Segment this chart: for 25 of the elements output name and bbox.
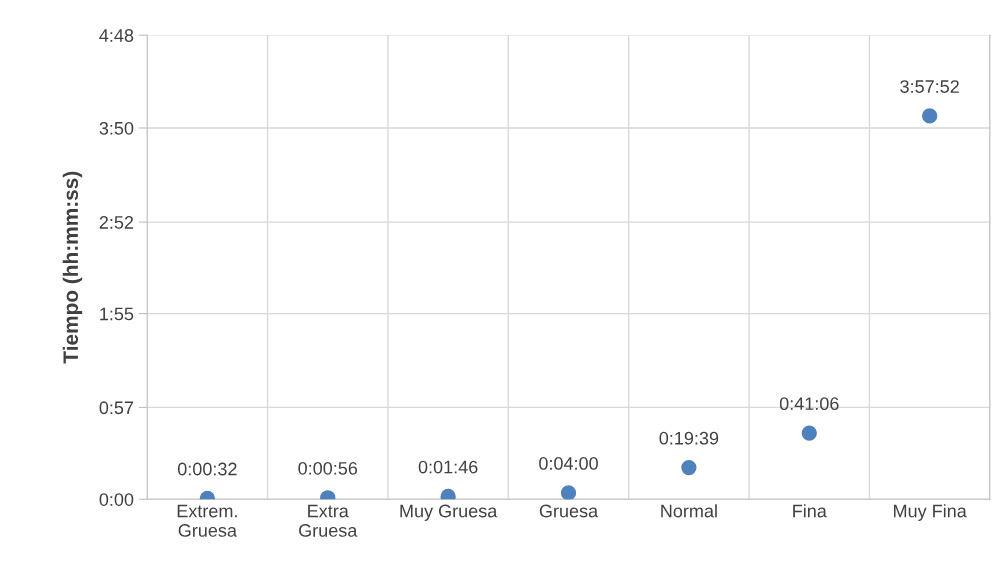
- x-tick-label: Muy Gruesa: [400, 504, 498, 521]
- data-label: 0:01:46: [418, 460, 478, 474]
- y-tick-label: 2:52: [99, 216, 134, 229]
- x-tick-label: Fina: [793, 504, 827, 518]
- data-label: 0:04:00: [539, 457, 598, 470]
- x-tick-label: Extra Gruesa: [299, 504, 358, 537]
- x-tick-label: Gruesa: [539, 504, 599, 518]
- data-label: 0:00:32: [177, 462, 237, 476]
- point: [560, 485, 577, 500]
- point: [681, 459, 697, 476]
- x-tick-label: Muy Fina: [894, 504, 967, 521]
- x-tick-label: Normal: [661, 504, 717, 518]
- y-tick-label: 3:50: [99, 121, 134, 135]
- y-tick-label: 1:55: [100, 307, 134, 321]
- data-label: 0:19:39: [659, 431, 719, 445]
- y-tick-label: 0:00: [99, 493, 134, 506]
- point: [922, 108, 938, 124]
- y-tick-label: 0:57: [99, 401, 134, 415]
- point: [801, 425, 817, 441]
- x-tick-label: Extrem. Gruesa: [177, 504, 237, 537]
- data-label: 3:57:52: [900, 80, 959, 93]
- data-label: 0:00:56: [298, 461, 358, 475]
- y-axis-title: Tiempo (hh:mm:ss): [62, 171, 83, 364]
- data-label: 0:41:06: [779, 397, 839, 411]
- y-tick-label: 4:48: [99, 29, 134, 42]
